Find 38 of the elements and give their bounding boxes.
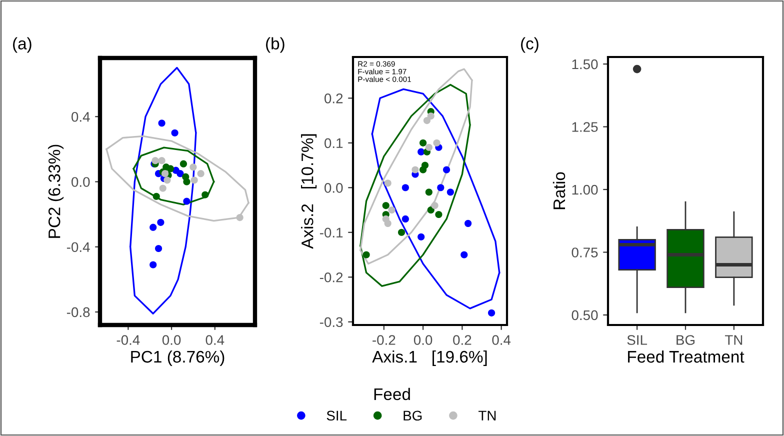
x-tick-label: 0.4 (206, 335, 224, 345)
y-tick-label: 0.0 (324, 182, 343, 193)
x-tick-label: SIL (627, 335, 648, 345)
y-axis-title: Axis.2 [10.7%] (301, 134, 317, 249)
x-tick-label: 0.4 (492, 335, 511, 345)
y-tick-label: -0.4 (66, 242, 90, 252)
y-tick-label: -0.1 (320, 228, 343, 238)
x-tick-label: -0.2 (372, 335, 396, 345)
x-tick-label: TN (724, 335, 742, 345)
y-tick-label: 0.1 (324, 138, 343, 148)
x-axis-title: Feed Treatment (628, 350, 744, 363)
chart-title: (a) (13, 37, 32, 53)
chart-title: (b) (266, 37, 284, 53)
legend-title: Feed (374, 388, 410, 400)
x-tick-label: 0.0 (414, 335, 432, 345)
x-tick-label: 0.2 (453, 335, 472, 345)
y-axis-title: PC2 (6.33%) (48, 144, 64, 238)
x-axis-title: PC1 (8.76%) (131, 350, 224, 366)
y-tick-label: 1.25 (572, 122, 598, 132)
y-tick-label: 0.50 (572, 310, 598, 320)
y-tick-label: -0.2 (320, 272, 343, 282)
y-tick-label: -0.3 (320, 317, 343, 328)
y-axis-title: Ratio (552, 172, 566, 210)
x-tick-label: BG (676, 335, 694, 345)
legend-label: TN (478, 410, 496, 420)
x-axis-title: Axis.1 [19.6%] (372, 350, 487, 366)
chart-title: (c) (521, 37, 538, 53)
legend-label: BG (404, 410, 422, 421)
y-tick-label: -0.8 (66, 307, 90, 318)
legend-label: SIL (326, 410, 347, 421)
y-tick-label: 0.75 (572, 248, 598, 258)
y-tick-label: 0.0 (72, 177, 90, 187)
x-tick-label: -0.4 (116, 335, 140, 345)
y-tick-label: 0.4 (72, 112, 90, 122)
y-tick-label: 1.00 (572, 184, 598, 195)
y-tick-label: 1.50 (572, 59, 598, 70)
y-tick-label: 0.2 (324, 93, 343, 104)
x-tick-label: 0.0 (162, 335, 181, 345)
